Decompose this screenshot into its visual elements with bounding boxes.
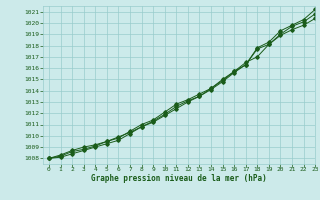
X-axis label: Graphe pression niveau de la mer (hPa): Graphe pression niveau de la mer (hPa) <box>91 174 267 183</box>
